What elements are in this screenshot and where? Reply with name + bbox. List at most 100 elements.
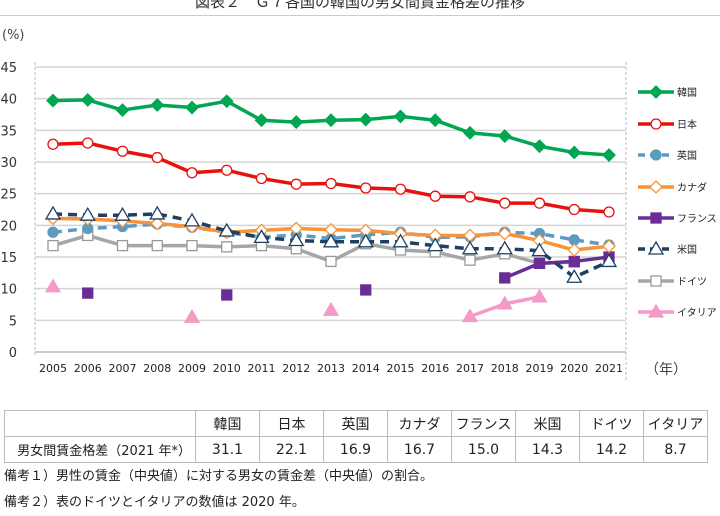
table-header: 英国 xyxy=(323,410,388,437)
data-point xyxy=(358,112,373,127)
series-1 xyxy=(47,137,615,218)
x-tick-label: 2007 xyxy=(109,362,137,375)
data-point xyxy=(322,301,340,316)
legend-item: 韓国 xyxy=(638,85,697,99)
table-cell: 22.1 xyxy=(259,436,324,463)
legend-marker xyxy=(650,118,662,130)
legend-item: 日本 xyxy=(638,118,697,131)
table-header: 韓国 xyxy=(195,410,260,437)
legend-marker xyxy=(650,275,662,287)
data-point xyxy=(392,233,409,248)
legend-marker xyxy=(650,212,662,224)
series-0 xyxy=(46,93,616,162)
x-tick-label: 2017 xyxy=(456,362,484,375)
legend-item: 米国 xyxy=(638,240,697,256)
y-tick-label: 25 xyxy=(0,188,17,203)
table-cell: 8.7 xyxy=(643,436,708,463)
data-point xyxy=(532,139,547,154)
data-point xyxy=(151,151,163,164)
data-point xyxy=(324,113,338,128)
data-point xyxy=(531,242,548,257)
table-header: イタリア xyxy=(643,410,708,437)
data-point xyxy=(497,129,512,143)
data-point xyxy=(360,284,372,296)
data-point xyxy=(115,103,130,117)
legend-label: 米国 xyxy=(677,243,697,256)
data-point xyxy=(394,183,407,195)
data-point xyxy=(357,233,374,248)
series-line xyxy=(52,212,610,280)
legend-marker xyxy=(647,240,665,255)
data-point xyxy=(183,212,201,227)
data-point xyxy=(322,233,340,248)
legend-label: 英国 xyxy=(677,149,697,162)
y-tick-label: 45 xyxy=(0,61,17,76)
data-point xyxy=(603,206,615,218)
data-point xyxy=(46,93,60,108)
table-header: 日本 xyxy=(259,410,324,437)
data-point xyxy=(114,206,131,221)
y-tick-label: 5 xyxy=(9,314,17,329)
divider xyxy=(0,15,720,16)
x-tick-label: 2006 xyxy=(74,362,102,375)
data-point xyxy=(151,239,163,252)
data-point xyxy=(290,178,302,190)
data-point xyxy=(600,253,618,268)
y-tick-label: 35 xyxy=(0,124,17,139)
legend-item: カナダ xyxy=(638,180,707,194)
legend-label: イタリア xyxy=(677,307,717,319)
data-point xyxy=(80,93,95,107)
legend-label: 韓国 xyxy=(677,87,697,99)
x-tick-label: 2013 xyxy=(317,362,345,375)
data-point xyxy=(219,94,234,109)
data-point xyxy=(497,226,512,241)
series-line xyxy=(52,233,575,266)
data-point xyxy=(44,205,62,220)
data-point xyxy=(602,148,616,162)
x-tick-label: 2019 xyxy=(526,362,554,375)
table-cell: 14.2 xyxy=(579,436,644,463)
data-point xyxy=(186,239,198,252)
data-point xyxy=(429,190,441,202)
series-line xyxy=(52,222,610,247)
data-point xyxy=(150,98,165,112)
data-point xyxy=(44,278,62,293)
note: 備考２）表のドイツとイタリアの数値は 2020 年。 xyxy=(4,495,305,510)
x-tick-label: 2016 xyxy=(421,362,449,375)
data-point xyxy=(289,115,304,130)
x-tick-label: 2021 xyxy=(595,362,623,375)
legend-marker xyxy=(647,303,665,318)
x-tick-label: 2014 xyxy=(352,362,380,375)
data-point xyxy=(253,229,270,244)
data-point xyxy=(496,240,513,255)
table-cell: 15.0 xyxy=(451,436,516,463)
table-header: ドイツ xyxy=(579,410,644,437)
x-tick-label: 2010 xyxy=(213,362,241,375)
data-point xyxy=(533,257,546,269)
data-point xyxy=(427,237,444,252)
table-header: 米国 xyxy=(515,410,580,437)
y-tick-label: 15 xyxy=(0,251,17,266)
data-point xyxy=(185,100,199,115)
data-point xyxy=(221,241,233,253)
data-point xyxy=(186,167,198,179)
table-cell: 31.1 xyxy=(195,436,260,463)
data-point xyxy=(150,216,165,231)
series-5 xyxy=(44,205,618,283)
data-point xyxy=(149,205,166,220)
series-line xyxy=(52,98,610,157)
table-header-row: 韓国 日本 英国 カナダ フランス 米国 ドイツ イタリア xyxy=(4,410,708,437)
data-point xyxy=(567,243,582,257)
x-tick-label: 2011 xyxy=(248,362,276,375)
data-point xyxy=(461,240,479,255)
data-point xyxy=(221,289,233,301)
data-point xyxy=(566,268,583,283)
x-tick-label: 2009 xyxy=(178,362,206,375)
legend-label: カナダ xyxy=(677,181,707,194)
legend-marker xyxy=(649,180,663,194)
y-tick-label: 20 xyxy=(0,219,17,234)
legend-marker xyxy=(650,149,662,161)
data-point xyxy=(116,145,129,157)
table-corner xyxy=(4,410,196,437)
chart-title: 図表２ Ｇ７各国の韓国の男女間賃金格差の推移 xyxy=(194,0,525,11)
